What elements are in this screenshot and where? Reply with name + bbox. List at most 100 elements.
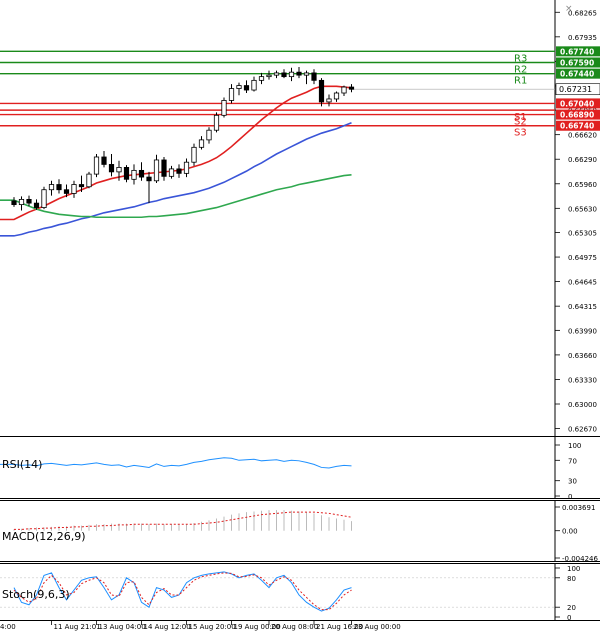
macd-tick-label: -0.004246 bbox=[562, 555, 598, 563]
pivot-level-tag bbox=[556, 120, 600, 131]
time-tick-label: 4:00 bbox=[0, 623, 16, 631]
candle-body bbox=[176, 168, 182, 174]
stoch-tick-label: 100 bbox=[567, 565, 580, 573]
candle-body bbox=[213, 114, 220, 131]
current-price-marker: 0.67231 bbox=[555, 83, 600, 96]
stoch-tick-label: 0 bbox=[567, 614, 571, 622]
price-tick-label: 0.68265 bbox=[568, 9, 597, 17]
price-tick-label: 0.64975 bbox=[568, 254, 597, 262]
pivot-level-value: 0.66740 bbox=[560, 122, 594, 131]
candle-body bbox=[243, 85, 250, 91]
pivot-level-value: 0.67440 bbox=[560, 70, 594, 79]
candle-body bbox=[341, 86, 347, 94]
pivot-level-value: 0.67040 bbox=[560, 99, 594, 108]
pivot-level-price-tags: 0.67740 0.67590 0.67440 0.67040 0.66890 0.667… bbox=[556, 46, 600, 131]
pivot-level-value: 0.67740 bbox=[560, 47, 594, 56]
stoch-k-line bbox=[13, 571, 352, 612]
current-price-label: 0.67231 bbox=[559, 85, 592, 94]
stoch-label: Stoch(9,6,3) bbox=[2, 588, 70, 601]
candle-body bbox=[138, 169, 145, 178]
price-tick-label: 0.62670 bbox=[568, 426, 597, 434]
stoch-tick-label: 20 bbox=[567, 604, 576, 612]
pivot-level-name: S1 bbox=[514, 112, 527, 123]
candle-body bbox=[18, 198, 25, 206]
candle-body bbox=[146, 176, 152, 182]
rsi-label: RSI(14) bbox=[2, 458, 42, 471]
candle-body bbox=[236, 85, 242, 89]
rsi-axis-ticks: 100 70 30 0 bbox=[555, 442, 581, 501]
price-tick-label: 0.63330 bbox=[568, 376, 597, 384]
price-tick-label: 0.65305 bbox=[568, 230, 597, 238]
pane-close-mark: × bbox=[565, 4, 573, 14]
price-tick-label: 0.63000 bbox=[568, 401, 597, 409]
moving-average-blue bbox=[0, 122, 352, 237]
stoch-tick-label: 80 bbox=[567, 575, 576, 583]
candle-body bbox=[318, 79, 325, 103]
macd-pane: 0.003691 0.00 -0.004246 MACD(12,26,9) bbox=[0, 501, 600, 564]
candle-body bbox=[251, 79, 257, 91]
pivot-level-tag bbox=[556, 46, 600, 57]
candle-body bbox=[198, 139, 205, 148]
time-tick-label: 20 Aug 08:00 bbox=[271, 623, 318, 631]
time-tick-label: 13 Aug 04:00 bbox=[99, 623, 146, 631]
candle-body bbox=[281, 72, 287, 78]
candle-body bbox=[56, 184, 62, 191]
candle-body bbox=[221, 100, 227, 116]
candle-body bbox=[333, 92, 340, 100]
moving-average-green bbox=[0, 174, 352, 219]
pivot-level-value: 0.67590 bbox=[560, 58, 594, 67]
candle-body bbox=[63, 189, 70, 194]
price-tick-label: 0.64315 bbox=[568, 303, 597, 311]
candle-body bbox=[303, 72, 310, 76]
candle-body bbox=[11, 200, 17, 206]
candle-body bbox=[348, 86, 355, 90]
candle-body bbox=[228, 88, 235, 101]
time-tick-label: 14 Aug 12:00 bbox=[144, 623, 191, 631]
rsi-pane: 100 70 30 0 RSI(14) bbox=[0, 437, 600, 501]
time-tick-label: 11 Aug 21:01 bbox=[54, 623, 101, 631]
stoch-axis-ticks: 100 80 20 0 bbox=[555, 565, 580, 622]
candle-body bbox=[266, 74, 272, 78]
price-tick-label: 0.64645 bbox=[568, 279, 597, 287]
pivot-level-tag bbox=[556, 68, 600, 79]
macd-axis-ticks: 0.003691 0.00 -0.004246 bbox=[555, 504, 598, 563]
candle-body bbox=[161, 159, 167, 177]
candle-body bbox=[78, 184, 85, 188]
price-tick-label: 0.63660 bbox=[568, 352, 597, 360]
candle-body bbox=[131, 169, 137, 180]
price-tick-label: 0.66620 bbox=[568, 132, 597, 140]
candle-body bbox=[153, 159, 160, 182]
candle-body bbox=[116, 167, 122, 173]
candle-body bbox=[101, 156, 107, 165]
pivot-level-tag bbox=[556, 109, 600, 120]
time-tick-label: 21 Aug 16:00 bbox=[316, 623, 363, 631]
pivot-level-name: R1 bbox=[514, 76, 527, 87]
macd-signal-line bbox=[14, 511, 352, 530]
rsi-line bbox=[0, 457, 352, 469]
candle-body bbox=[183, 161, 190, 174]
stoch-d-line bbox=[13, 572, 352, 611]
candle-body bbox=[26, 198, 32, 204]
rsi-tick-label: 0 bbox=[568, 493, 572, 501]
price-tick-label: 0.67935 bbox=[568, 34, 597, 42]
candle-body bbox=[326, 98, 332, 103]
pivot-level-name: S2 bbox=[514, 117, 527, 128]
pivot-level-name: R3 bbox=[514, 53, 527, 64]
pivot-level-tag bbox=[556, 98, 600, 109]
candle-body bbox=[86, 173, 92, 188]
macd-histogram bbox=[13, 510, 352, 531]
pivot-level-value: 0.66890 bbox=[560, 111, 594, 120]
pivot-level-name: S3 bbox=[514, 128, 527, 139]
pivot-level-name: R2 bbox=[514, 64, 527, 75]
candlesticks bbox=[11, 66, 355, 211]
rsi-tick-label: 100 bbox=[568, 442, 581, 450]
candle-body bbox=[311, 72, 317, 81]
time-tick-label: 19 Aug 00:00 bbox=[234, 623, 281, 631]
price-tick-label: 0.65960 bbox=[568, 181, 597, 189]
time-tick-label: 23 Aug 00:00 bbox=[354, 623, 401, 631]
price-tick-label: 0.63990 bbox=[568, 327, 597, 335]
candle-body bbox=[168, 168, 175, 177]
stoch-pane: 100 80 20 0 Stoch(9,6,3) bbox=[0, 564, 600, 622]
